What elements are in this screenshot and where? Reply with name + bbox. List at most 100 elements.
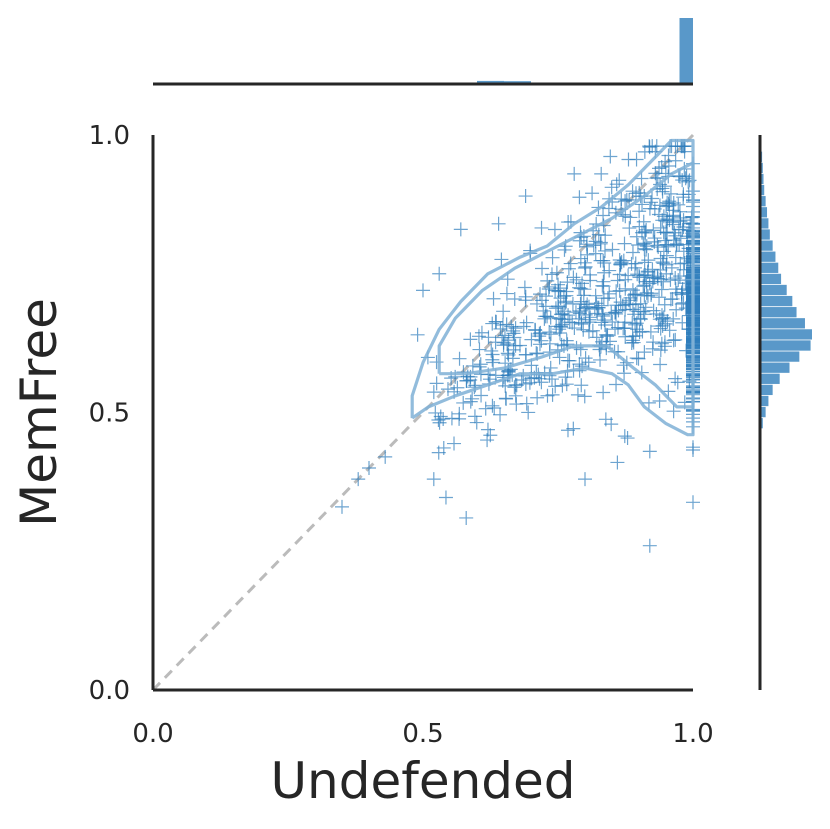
y-tick-label: 0.5 — [89, 399, 130, 429]
scatter-points — [335, 139, 700, 553]
scatter-point — [465, 358, 480, 373]
scatter-point — [547, 222, 562, 237]
histogram-bar — [760, 240, 773, 251]
scatter-point — [668, 153, 683, 168]
scatter-point — [576, 288, 591, 303]
scatter-point — [378, 449, 393, 464]
scatter-point — [596, 274, 611, 289]
scatter-point — [669, 238, 684, 253]
scatter-point — [621, 152, 636, 167]
scatter-point — [586, 238, 601, 253]
scatter-point — [534, 220, 549, 235]
scatter-point — [516, 319, 531, 334]
scatter-point — [609, 306, 624, 321]
marginal-x-histogram — [396, 18, 693, 84]
scatter-point — [641, 395, 656, 410]
scatter-point — [440, 382, 455, 397]
scatter-point — [642, 538, 657, 553]
scatter-point — [645, 274, 660, 289]
scatter-point — [509, 397, 524, 412]
scatter-point — [665, 291, 680, 306]
scatter-point — [656, 310, 671, 325]
histogram-bar — [760, 196, 766, 207]
scatter-point — [453, 222, 468, 237]
scatter-point — [639, 242, 654, 257]
scatter-point — [335, 499, 349, 514]
histogram-bar — [760, 307, 797, 318]
scatter-point — [630, 238, 645, 253]
scatter-point — [663, 186, 678, 201]
scatter-point — [655, 184, 670, 199]
scatter-point — [555, 378, 570, 393]
scatter-point — [641, 253, 656, 268]
scatter-point — [632, 268, 647, 283]
scatter-point — [629, 186, 644, 201]
scatter-point — [654, 336, 669, 351]
scatter-point — [668, 250, 683, 265]
scatter-point — [552, 350, 567, 365]
scatter-point — [555, 306, 570, 321]
scatter-point — [609, 177, 624, 192]
scatter-point — [623, 290, 638, 305]
scatter-point — [622, 221, 637, 236]
scatter-point — [585, 186, 600, 201]
scatter-point — [428, 405, 443, 420]
scatter-point — [577, 261, 592, 276]
scatter-point — [675, 173, 690, 188]
histogram-bar — [760, 384, 773, 396]
scatter-point — [508, 377, 523, 392]
histogram-bar — [760, 318, 805, 329]
scatter-point — [636, 279, 651, 294]
scatter-point — [585, 323, 600, 338]
scatter-point — [545, 387, 560, 402]
scatter-point — [495, 318, 510, 333]
scatter-point — [655, 255, 670, 270]
scatter-point — [581, 299, 596, 314]
scatter-point — [560, 353, 575, 368]
scatter-point — [469, 415, 484, 430]
scatter-point — [583, 310, 598, 325]
scatter-point — [634, 171, 649, 186]
scatter-point — [619, 192, 634, 207]
histogram-bar — [760, 229, 770, 240]
scatter-point — [545, 250, 560, 265]
scatter-point — [625, 245, 640, 260]
scatter-point — [657, 297, 672, 312]
scatter-point — [591, 300, 606, 315]
scatter-point — [627, 260, 642, 275]
scatter-point — [646, 223, 661, 238]
scatter-point — [667, 225, 682, 240]
scatter-point — [493, 407, 508, 422]
scatter-point — [594, 166, 609, 181]
scatter-point — [456, 395, 471, 410]
scatter-point — [518, 293, 533, 308]
histogram-bar — [760, 207, 768, 218]
scatter-point — [608, 322, 623, 337]
kde-contours — [410, 138, 695, 437]
scatter-point — [643, 324, 658, 339]
scatter-point — [507, 291, 522, 306]
scatter-point — [686, 443, 700, 458]
scatter-point — [673, 231, 688, 246]
scatter-point — [485, 398, 500, 413]
scatter-point — [487, 401, 502, 416]
x-tick-label: 0.0 — [132, 719, 173, 749]
scatter-point — [625, 184, 640, 199]
scatter-point — [548, 283, 563, 298]
scatter-point — [593, 253, 608, 268]
scatter-point — [609, 377, 624, 392]
scatter-point — [605, 314, 620, 329]
scatter-point — [530, 390, 545, 405]
scatter-point — [604, 417, 619, 432]
scatter-point — [633, 311, 648, 326]
scatter-point — [485, 316, 500, 331]
scatter-point — [660, 314, 675, 329]
scatter-point — [480, 422, 495, 437]
scatter-point — [521, 405, 536, 420]
scatter-point — [553, 291, 568, 306]
x-axis-label: Undefended — [270, 752, 575, 810]
scatter-point — [597, 317, 612, 332]
scatter-point — [432, 266, 447, 281]
scatter-point — [590, 306, 605, 321]
scatter-point — [636, 214, 651, 229]
